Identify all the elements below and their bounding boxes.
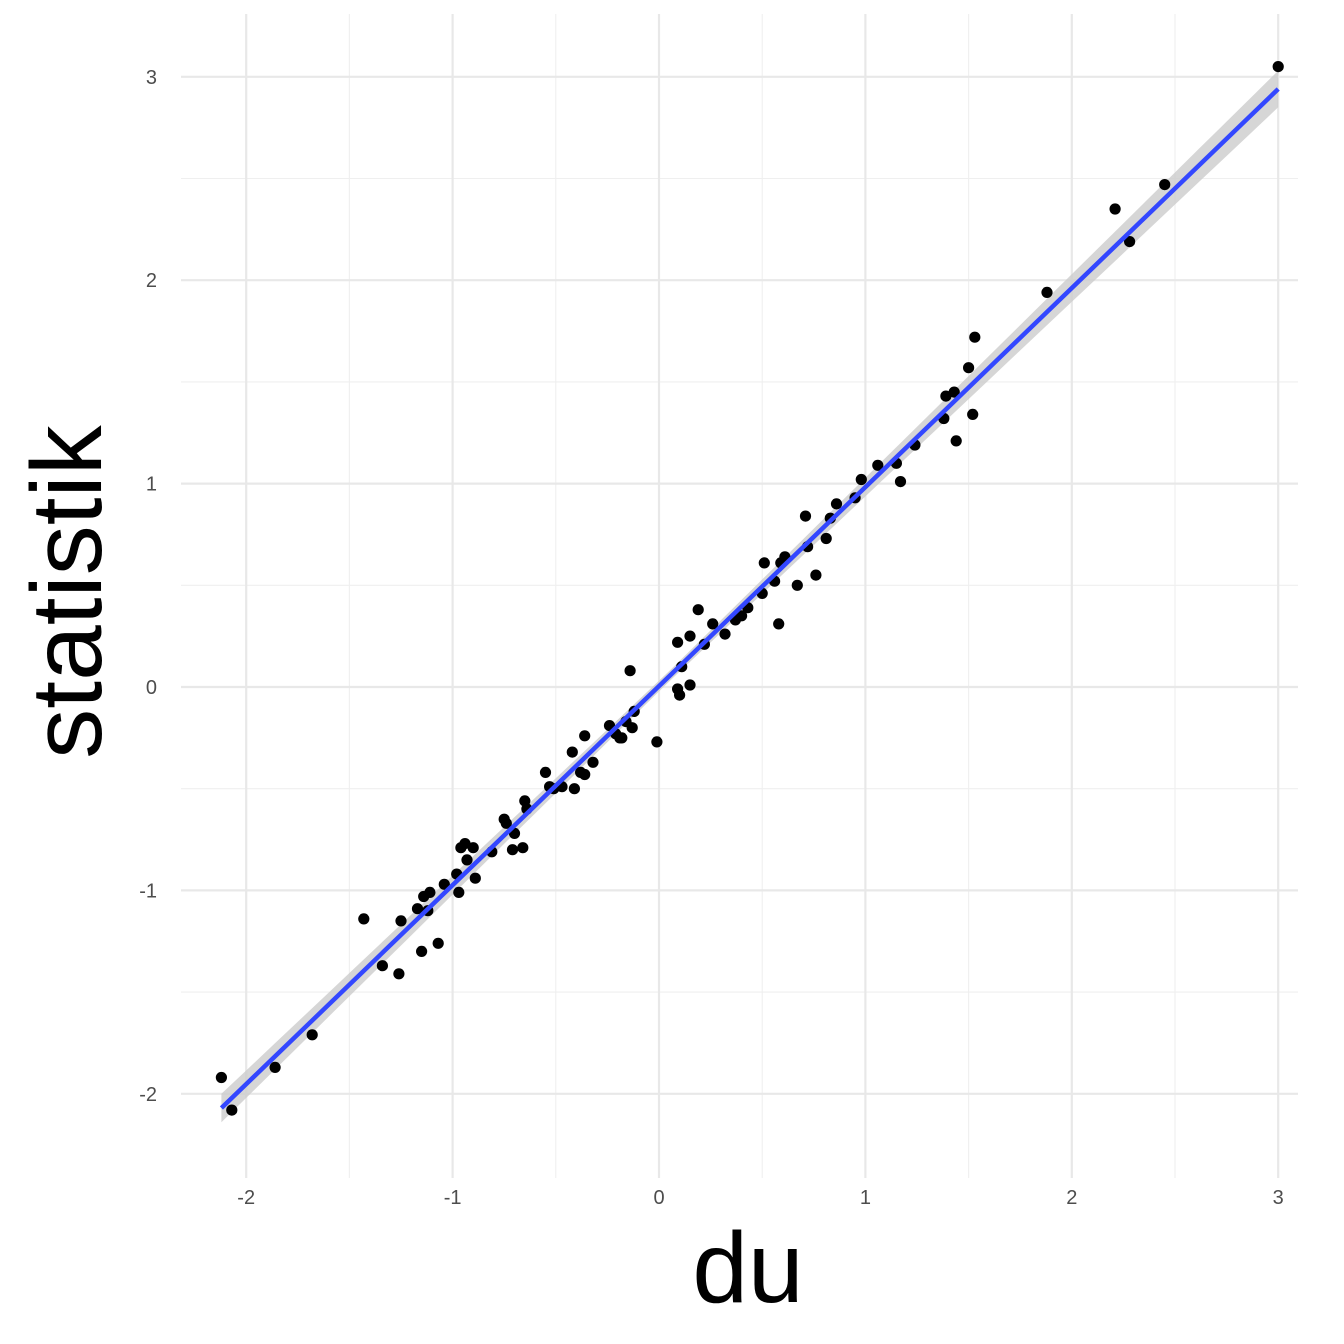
data-point bbox=[674, 689, 686, 701]
data-point bbox=[1124, 236, 1136, 248]
data-point bbox=[967, 408, 979, 420]
x-axis-tick-labels: -2 -1 0 1 2 3 bbox=[237, 1187, 1283, 1209]
data-point bbox=[684, 630, 696, 642]
data-point bbox=[500, 817, 512, 829]
data-point bbox=[830, 498, 843, 510]
regression-line bbox=[219, 87, 1280, 1110]
x-tick-label: -2 bbox=[237, 1187, 255, 1209]
x-tick-label: 0 bbox=[653, 1187, 664, 1209]
data-point bbox=[587, 756, 599, 768]
data-point bbox=[1272, 61, 1284, 73]
y-axis-tick-labels: -2 -1 0 1 2 3 bbox=[139, 67, 157, 1106]
data-point bbox=[651, 736, 663, 748]
data-point bbox=[940, 390, 952, 402]
data-point bbox=[820, 532, 832, 545]
data-point bbox=[376, 960, 388, 972]
data-point bbox=[215, 1071, 227, 1084]
data-point bbox=[306, 1029, 318, 1041]
data-point bbox=[453, 886, 465, 899]
data-point bbox=[566, 746, 578, 758]
y-axis-title: statistik bbox=[11, 424, 123, 758]
data-point bbox=[616, 732, 628, 744]
x-tick-label: 3 bbox=[1273, 1187, 1284, 1209]
data-points bbox=[215, 61, 1284, 1116]
data-point bbox=[791, 579, 803, 591]
y-tick-label: 3 bbox=[146, 67, 157, 89]
data-point bbox=[969, 331, 981, 343]
data-point bbox=[424, 886, 436, 899]
data-point bbox=[692, 604, 704, 616]
data-point bbox=[872, 459, 884, 471]
data-point bbox=[1159, 179, 1171, 191]
fit-line-layer bbox=[219, 87, 1280, 1110]
x-axis-title: du bbox=[692, 1212, 803, 1324]
x-tick-label: 1 bbox=[860, 1187, 871, 1209]
data-point bbox=[395, 915, 407, 927]
y-tick-label: -1 bbox=[139, 880, 157, 902]
data-point bbox=[894, 476, 907, 488]
y-tick-label: -2 bbox=[139, 1084, 157, 1106]
y-tick-label: 0 bbox=[146, 677, 157, 699]
data-point bbox=[579, 730, 591, 742]
data-point bbox=[773, 618, 785, 630]
data-point bbox=[963, 362, 975, 374]
data-point bbox=[810, 569, 822, 581]
data-point bbox=[707, 618, 719, 630]
data-point bbox=[539, 766, 552, 779]
data-point bbox=[432, 937, 444, 949]
data-point bbox=[461, 854, 473, 866]
data-point bbox=[269, 1061, 281, 1073]
data-point bbox=[438, 878, 450, 890]
data-point bbox=[1109, 203, 1121, 215]
data-point bbox=[855, 473, 867, 486]
data-point bbox=[736, 610, 748, 622]
data-point bbox=[950, 435, 962, 447]
data-point bbox=[517, 842, 529, 854]
data-point bbox=[579, 768, 591, 781]
data-point bbox=[506, 844, 519, 856]
data-point bbox=[799, 510, 812, 522]
data-point bbox=[684, 679, 696, 691]
data-point bbox=[416, 945, 428, 958]
data-point bbox=[358, 913, 370, 925]
data-point bbox=[469, 872, 481, 884]
data-point bbox=[948, 386, 960, 398]
data-point bbox=[467, 842, 479, 854]
y-tick-label: 2 bbox=[146, 270, 157, 292]
data-point bbox=[226, 1104, 238, 1116]
data-point bbox=[411, 903, 424, 915]
data-point bbox=[719, 628, 731, 640]
data-point bbox=[1041, 286, 1053, 298]
x-tick-label: 2 bbox=[1066, 1187, 1077, 1209]
data-point bbox=[758, 557, 770, 569]
y-tick-label: 1 bbox=[146, 474, 157, 496]
data-point bbox=[393, 968, 405, 980]
data-point bbox=[672, 636, 684, 648]
data-point bbox=[624, 665, 636, 677]
x-tick-label: -1 bbox=[444, 1187, 462, 1209]
data-point bbox=[626, 722, 638, 734]
data-point bbox=[568, 783, 581, 795]
grid bbox=[181, 14, 1298, 1178]
